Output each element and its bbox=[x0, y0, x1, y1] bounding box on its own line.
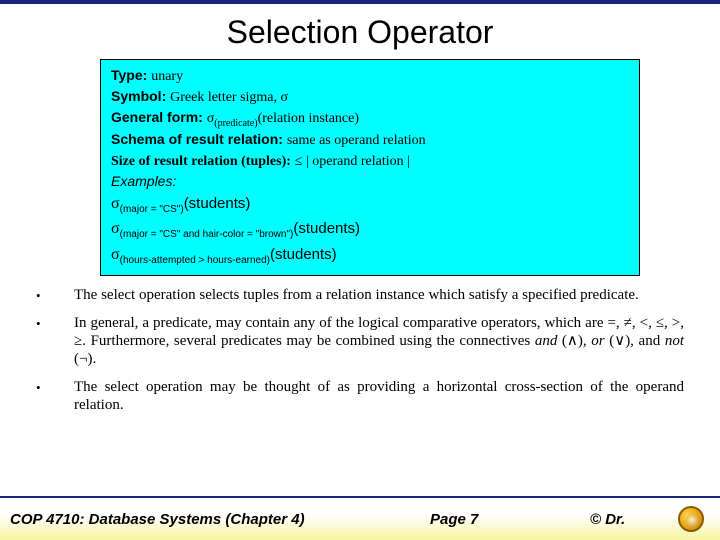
defn-size-label: Size of result relation (tuples): bbox=[111, 154, 291, 169]
sigma-icon: σ bbox=[111, 246, 120, 263]
bullet-item-3: • The select operation may be thought of… bbox=[36, 378, 684, 414]
bullet2-and: and bbox=[535, 333, 558, 349]
defn-type-value: unary bbox=[151, 69, 183, 84]
defn-type-line: Type: unary bbox=[111, 66, 629, 87]
definition-box: Type: unary Symbol: Greek letter sigma, … bbox=[100, 59, 640, 276]
bullet2-or: or bbox=[591, 333, 604, 349]
defn-general-form-line: General form: σ(predicate)(relation inst… bbox=[111, 108, 629, 130]
bullet-marker: • bbox=[36, 314, 74, 368]
example-3: σ(hours-attempted > hours-earned)(studen… bbox=[111, 244, 629, 268]
bullet2-not-sym: (¬). bbox=[74, 351, 96, 367]
defn-type-label: Type: bbox=[111, 67, 147, 83]
ex3-rest: (students) bbox=[270, 246, 337, 263]
bullet-text-3: The select operation may be thought of a… bbox=[74, 378, 684, 414]
defn-schema-value: same as operand relation bbox=[287, 133, 426, 148]
defn-symbol-value: Greek letter sigma, σ bbox=[170, 90, 288, 105]
ucf-logo-icon bbox=[678, 506, 704, 532]
defn-symbol-line: Symbol: Greek letter sigma, σ bbox=[111, 87, 629, 108]
defn-gf-label: General form: bbox=[111, 109, 203, 125]
footer-left: COP 4710: Database Systems (Chapter 4) bbox=[10, 511, 430, 528]
ex1-rest: (students) bbox=[184, 195, 251, 212]
footer-copyright: © Dr. bbox=[590, 511, 625, 528]
sigma-icon: σ bbox=[111, 220, 120, 237]
ex2-rest: (students) bbox=[293, 220, 360, 237]
example-1: σ(major = "CS")(students) bbox=[111, 193, 629, 217]
page-title: Selection Operator bbox=[0, 4, 720, 57]
defn-symbol-label: Symbol: bbox=[111, 88, 166, 104]
slide-footer: COP 4710: Database Systems (Chapter 4) P… bbox=[0, 496, 720, 540]
bullet-item-1: • The select operation selects tuples fr… bbox=[36, 286, 684, 304]
ex1-sub: (major = "CS") bbox=[120, 204, 184, 215]
defn-gf-sub: (predicate) bbox=[214, 118, 257, 129]
defn-schema-label: Schema of result relation: bbox=[111, 131, 283, 147]
slide: Selection Operator Type: unary Symbol: G… bbox=[0, 0, 720, 540]
defn-examples-label: Examples: bbox=[111, 172, 629, 191]
defn-schema-line: Schema of result relation: same as opera… bbox=[111, 130, 629, 151]
example-2: σ(major = "CS" and hair-color = "brown")… bbox=[111, 218, 629, 242]
bullet-text-2: In general, a predicate, may contain any… bbox=[74, 314, 684, 368]
ex3-sub: (hours-attempted > hours-earned) bbox=[120, 255, 270, 266]
ex2-sub: (major = "CS" and hair-color = "brown") bbox=[120, 229, 294, 240]
bullet2-or-sym: (∨), and bbox=[605, 333, 665, 349]
bullet2-not: not bbox=[665, 333, 684, 349]
bullet-marker: • bbox=[36, 286, 74, 304]
footer-page: Page 7 bbox=[430, 511, 590, 528]
bullet-text-1: The select operation selects tuples from… bbox=[74, 286, 684, 304]
sigma-icon: σ bbox=[111, 195, 120, 212]
defn-size-value: ≤ | operand relation | bbox=[295, 154, 410, 169]
bullet-list: • The select operation selects tuples fr… bbox=[0, 282, 720, 424]
bullet2-and-sym: (∧), bbox=[557, 333, 591, 349]
defn-size-line: Size of result relation (tuples): ≤ | op… bbox=[111, 151, 629, 172]
footer-right: © Dr. bbox=[590, 506, 710, 532]
bullet-item-2: • In general, a predicate, may contain a… bbox=[36, 314, 684, 368]
bullet-marker: • bbox=[36, 378, 74, 414]
defn-gf-rest: (relation instance) bbox=[258, 111, 359, 126]
